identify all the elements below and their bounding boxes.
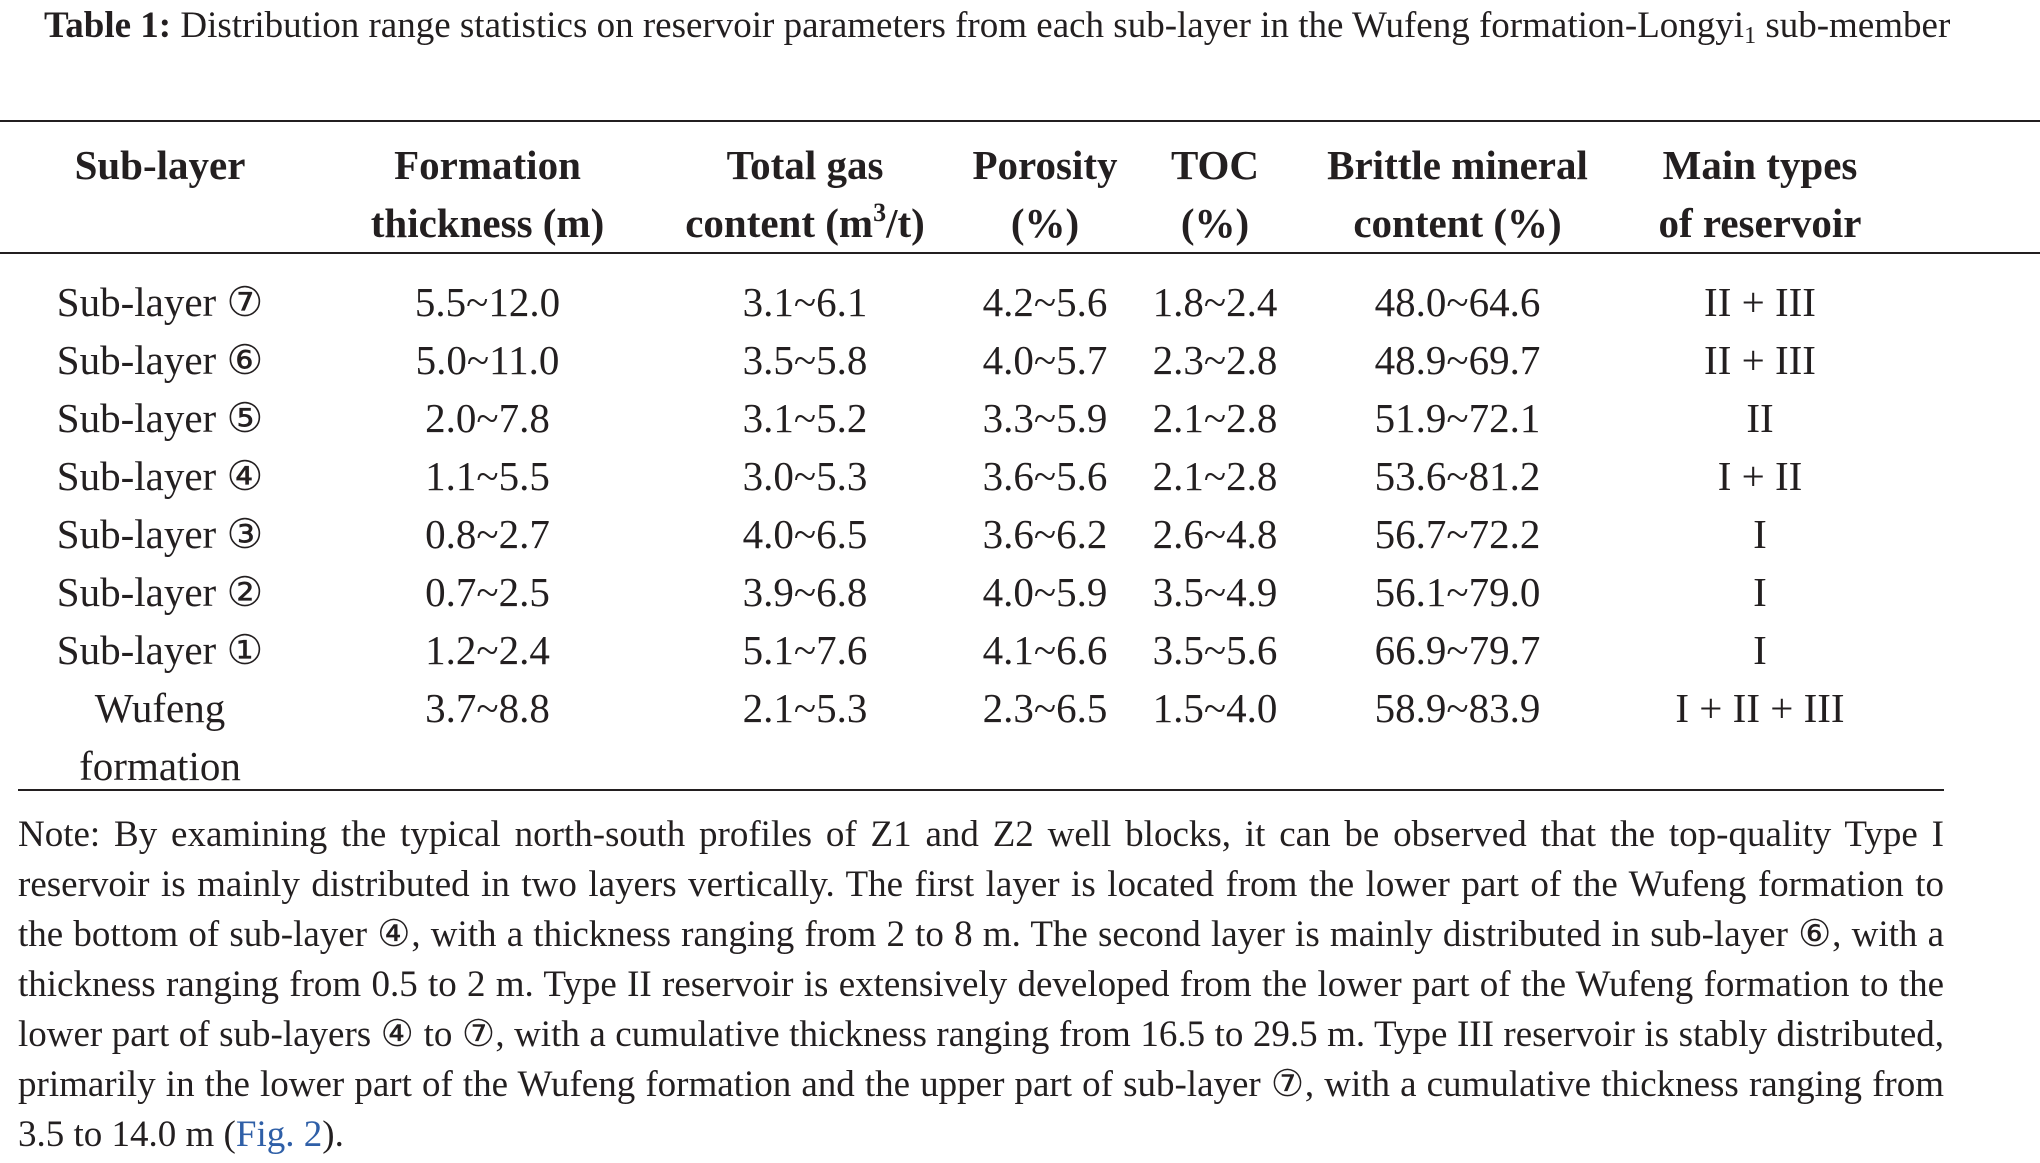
header-thickness: Formation thickness (m) <box>370 142 605 246</box>
table-caption: Table 1: Distribution range statistics o… <box>44 2 1994 50</box>
cell-types: II + III <box>1704 279 1816 325</box>
caption-text: Distribution range statistics on reservo… <box>180 5 1745 46</box>
cell-porosity: 4.0~5.9 <box>982 569 1108 615</box>
cell-gas: 3.9~6.8 <box>742 569 868 615</box>
cell-sublayer: Sub-layer ⑥ <box>56 337 264 383</box>
cell-brittle: 56.1~79.0 <box>1374 569 1541 615</box>
cell-gas: 3.1~6.1 <box>742 279 868 325</box>
cell-thickness: 2.0~7.8 <box>425 395 550 441</box>
table-row: Sub-layer ② 0.7~2.5 3.9~6.8 4.0~5.9 3.5~… <box>0 563 1900 621</box>
cell-thickness: 3.7~8.8 <box>425 685 550 731</box>
cell-thickness: 0.8~2.7 <box>425 511 550 557</box>
cell-gas: 5.1~7.6 <box>742 627 868 673</box>
table-note: Note: By examining the typical north-sou… <box>18 810 1944 1160</box>
cell-thickness: 0.7~2.5 <box>425 569 550 615</box>
cell-sublayer: Sub-layer ① <box>56 627 264 673</box>
cell-types: I <box>1753 627 1767 673</box>
cell-toc: 1.8~2.4 <box>1152 279 1278 325</box>
cell-types: I + II + III <box>1675 685 1845 731</box>
header-row: Sub-layer Formation thickness (m) Total … <box>0 122 1900 266</box>
cell-gas: 2.1~5.3 <box>742 685 868 731</box>
table-row: Sub-layer ⑥ 5.0~11.0 3.5~5.8 4.0~5.7 2.3… <box>0 331 1900 389</box>
cell-toc: 3.5~4.9 <box>1152 569 1278 615</box>
cell-sublayer: Sub-layer ② <box>56 569 264 615</box>
cell-brittle: 66.9~79.7 <box>1374 627 1541 673</box>
cell-types: II + III <box>1704 337 1816 383</box>
cell-sublayer: Wufeng formation <box>0 679 320 795</box>
cell-gas: 3.5~5.8 <box>742 337 868 383</box>
cell-brittle: 48.0~64.6 <box>1374 279 1541 325</box>
cell-porosity: 4.1~6.6 <box>982 627 1108 673</box>
cell-gas: 4.0~6.5 <box>742 511 868 557</box>
cell-gas: 3.0~5.3 <box>742 453 868 499</box>
cell-porosity: 3.6~6.2 <box>982 511 1108 557</box>
cell-brittle: 58.9~83.9 <box>1374 685 1541 731</box>
cell-brittle: 51.9~72.1 <box>1374 395 1541 441</box>
cell-thickness: 1.2~2.4 <box>425 627 550 673</box>
cell-brittle: 48.9~69.7 <box>1374 337 1541 383</box>
table-row: Sub-layer ⑦ 5.5~12.0 3.1~6.1 4.2~5.6 1.8… <box>0 266 1900 331</box>
table-header-rule <box>0 252 2040 254</box>
header-brittle-mineral: Brittle mineral content (%) <box>1327 142 1588 246</box>
header-gas-content: Total gas content (m3/t) <box>685 142 925 246</box>
cell-toc: 2.3~2.8 <box>1152 337 1278 383</box>
cell-types: I <box>1753 511 1767 557</box>
cell-toc: 3.5~5.6 <box>1152 627 1278 673</box>
cell-thickness: 5.5~12.0 <box>414 279 561 325</box>
cell-porosity: 3.6~5.6 <box>982 453 1108 499</box>
cell-types: I + II <box>1717 453 1803 499</box>
cell-sublayer: Sub-layer ⑦ <box>56 279 264 325</box>
table-row: Sub-layer ① 1.2~2.4 5.1~7.6 4.1~6.6 3.5~… <box>0 621 1900 679</box>
cell-porosity: 4.2~5.6 <box>982 279 1108 325</box>
cell-toc: 1.5~4.0 <box>1152 685 1278 731</box>
header-porosity: Porosity (%) <box>972 142 1118 246</box>
caption-tail: sub-member <box>1765 5 1951 46</box>
cell-sublayer-line2: formation <box>79 743 241 789</box>
cell-sublayer: Sub-layer ⑤ <box>56 395 264 441</box>
note-tail: ). <box>322 1114 344 1155</box>
cell-types: I <box>1753 569 1767 615</box>
cell-sublayer: Sub-layer ③ <box>56 511 264 557</box>
cell-sublayer-line1: Wufeng <box>94 685 226 731</box>
note-text: Note: By examining the typical north-sou… <box>18 814 1944 1155</box>
reservoir-parameters-table: Sub-layer Formation thickness (m) Total … <box>0 122 1900 795</box>
cell-porosity: 4.0~5.7 <box>982 337 1108 383</box>
cell-brittle: 56.7~72.2 <box>1374 511 1541 557</box>
header-sublayer: Sub-layer <box>74 142 246 188</box>
table-row: Sub-layer ④ 1.1~5.5 3.0~5.3 3.6~5.6 2.1~… <box>0 447 1900 505</box>
caption-subscript: 1 <box>1744 23 1757 49</box>
cell-sublayer: Sub-layer ④ <box>56 453 264 499</box>
cell-toc: 2.6~4.8 <box>1152 511 1278 557</box>
figure-2-link[interactable]: Fig. 2 <box>235 1114 323 1155</box>
cell-gas: 3.1~5.2 <box>742 395 868 441</box>
cell-toc: 2.1~2.8 <box>1152 395 1278 441</box>
cell-toc: 2.1~2.8 <box>1152 453 1278 499</box>
header-toc: TOC (%) <box>1170 142 1260 246</box>
table-bottom-rule <box>18 789 1944 791</box>
cell-porosity: 3.3~5.9 <box>982 395 1108 441</box>
header-reservoir-types: Main types of reservoir <box>1658 142 1862 246</box>
table-top-rule <box>0 120 2040 122</box>
table-row: Sub-layer ⑤ 2.0~7.8 3.1~5.2 3.3~5.9 2.1~… <box>0 389 1900 447</box>
cell-porosity: 2.3~6.5 <box>982 685 1108 731</box>
cell-thickness: 5.0~11.0 <box>415 337 560 383</box>
caption-label: Table 1: <box>44 5 172 46</box>
table-row: Sub-layer ③ 0.8~2.7 4.0~6.5 3.6~6.2 2.6~… <box>0 505 1900 563</box>
cell-brittle: 53.6~81.2 <box>1374 453 1541 499</box>
cell-thickness: 1.1~5.5 <box>425 453 550 499</box>
cell-types: II <box>1746 395 1774 441</box>
table-row: Wufeng formation 3.7~8.8 2.1~5.3 2.3~6.5… <box>0 679 1900 795</box>
